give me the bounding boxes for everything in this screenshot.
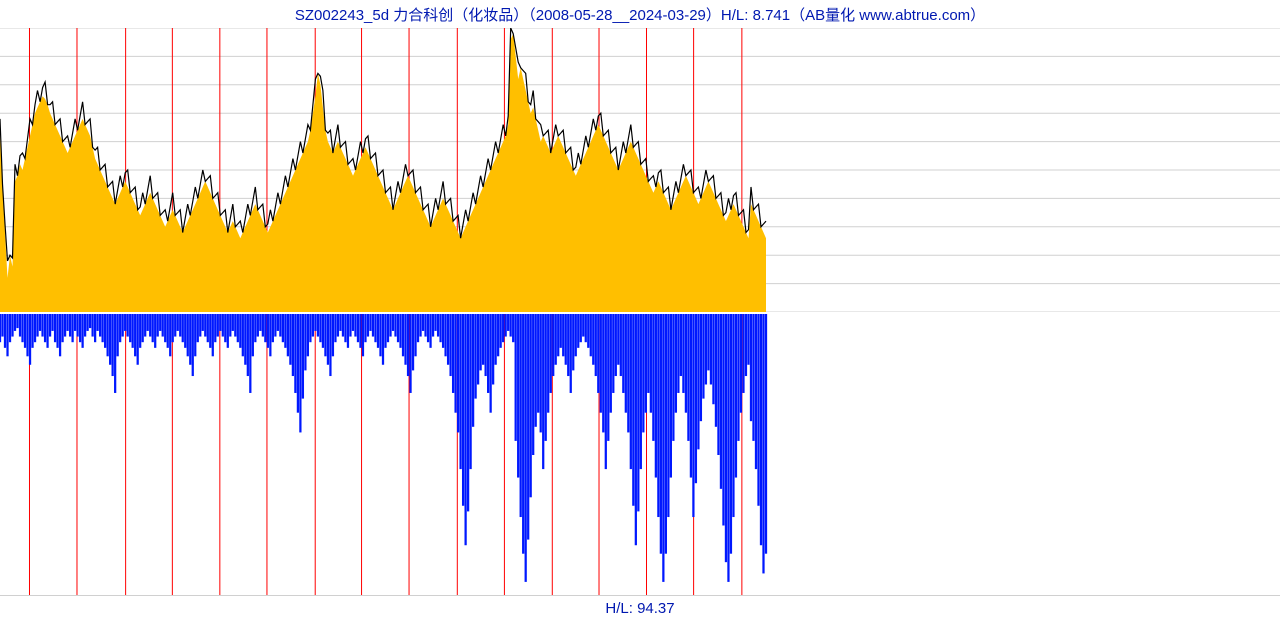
chart-footer: H/L: 94.37 — [0, 600, 1280, 617]
lower-volume-chart — [0, 314, 1280, 596]
volume-bars — [0, 314, 767, 582]
upper-price-chart — [0, 28, 1280, 312]
chart-title: SZ002243_5d 力合科创（化妆品）（2008-05-28__2024-0… — [0, 4, 1280, 25]
